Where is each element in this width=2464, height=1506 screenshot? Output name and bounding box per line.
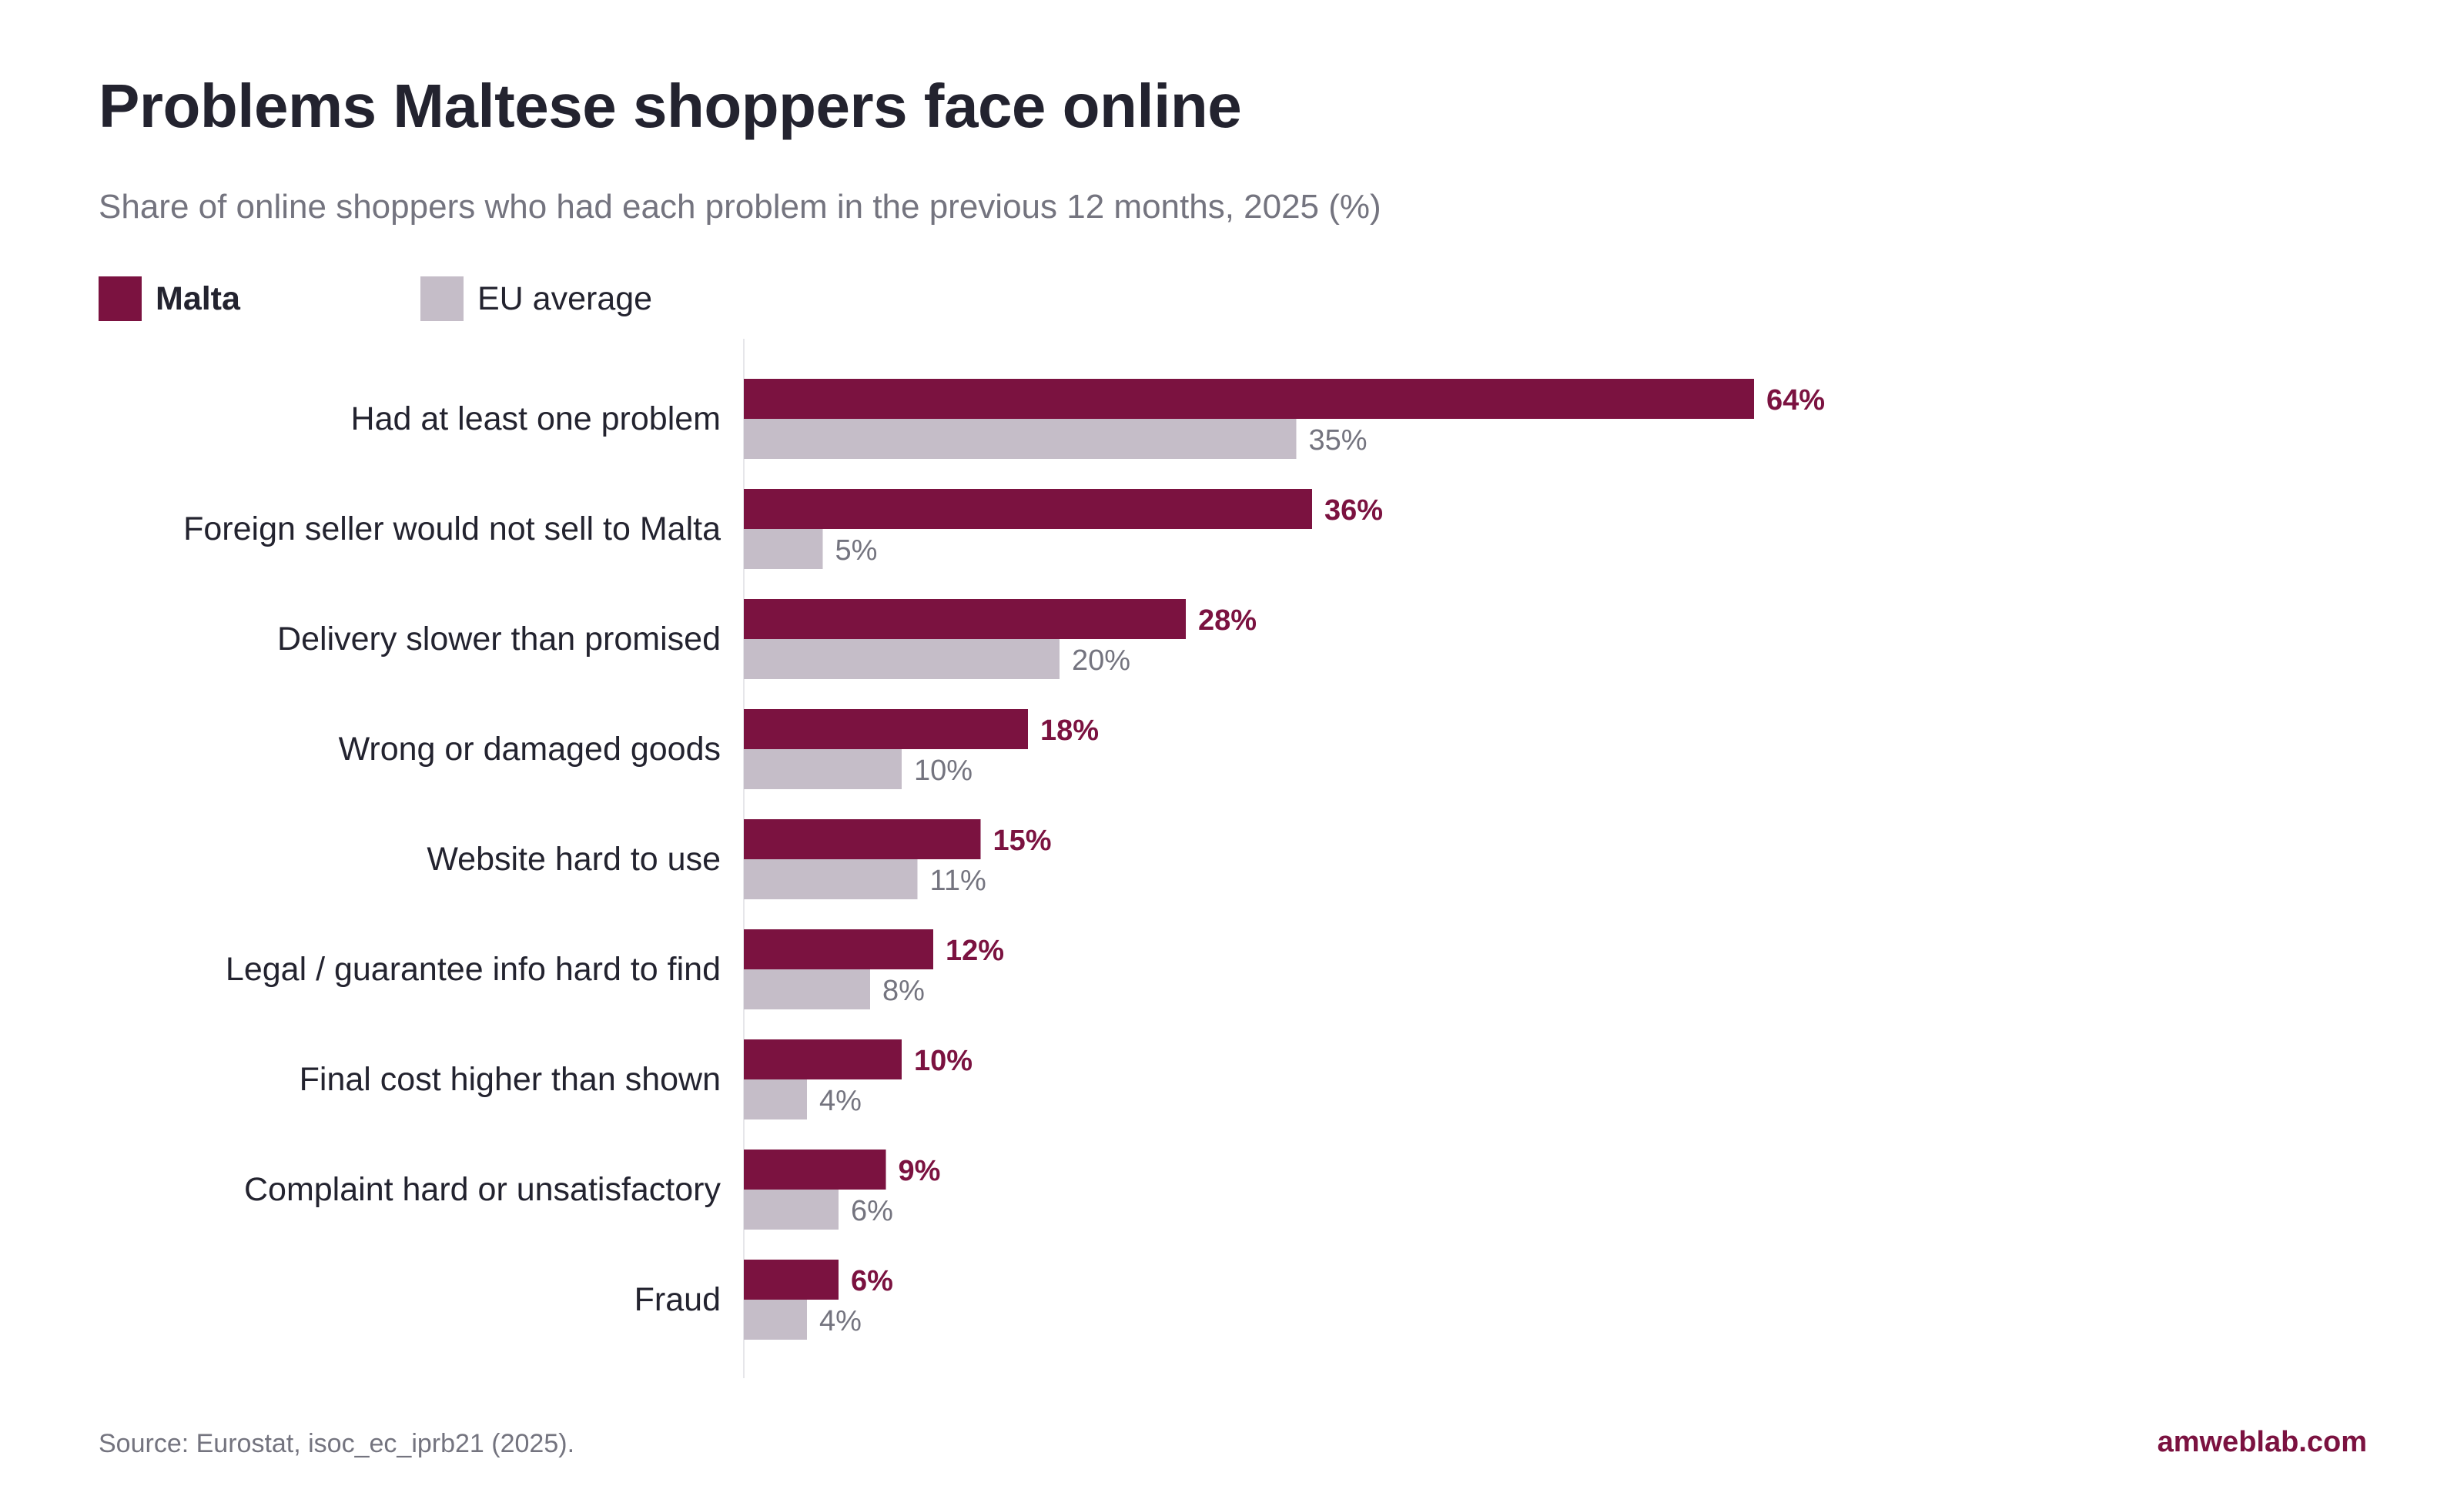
- data-label-eu: 11%: [930, 865, 986, 897]
- bar-malta: [744, 489, 1312, 529]
- legend-label-eu: EU average: [477, 279, 653, 317]
- data-label-malta: 28%: [1198, 604, 1257, 637]
- data-label-malta: 18%: [1040, 715, 1099, 747]
- bar-malta: [744, 709, 1028, 749]
- data-label-malta: 9%: [899, 1155, 941, 1187]
- category-label: Legal / guarantee info hard to find: [226, 951, 721, 988]
- category-label: Had at least one problem: [351, 400, 721, 437]
- brand-logo-text: amweblab.com: [2157, 1426, 2367, 1458]
- data-label-eu: 6%: [851, 1195, 893, 1227]
- bar-eu: [744, 529, 823, 569]
- bar-malta: [744, 1039, 902, 1079]
- category-label: Delivery slower than promised: [277, 621, 721, 658]
- bar-eu: [744, 859, 918, 899]
- category-label: Website hard to use: [427, 841, 721, 878]
- data-label-eu: 4%: [819, 1305, 862, 1337]
- bar-eu: [744, 969, 870, 1009]
- data-label-eu: 8%: [882, 975, 925, 1007]
- data-label-malta: 6%: [851, 1265, 893, 1297]
- bar-malta: [744, 1260, 839, 1300]
- bar-eu: [744, 419, 1297, 459]
- data-label-eu: 5%: [835, 534, 878, 567]
- legend-swatch-eu: [420, 276, 464, 321]
- chart-subtitle: Share of online shoppers who had each pr…: [99, 188, 1381, 226]
- bar-eu: [744, 1300, 807, 1340]
- legend-item-malta: Malta: [99, 276, 240, 322]
- source-note: Source: Eurostat, isoc_ec_iprb21 (2025).: [99, 1429, 575, 1458]
- bar-malta: [744, 1150, 886, 1190]
- data-label-eu: 20%: [1072, 644, 1130, 677]
- bar-malta: [744, 599, 1186, 639]
- legend-item-eu: EU average: [420, 276, 652, 322]
- category-label: Complaint hard or unsatisfactory: [244, 1171, 721, 1208]
- category-label: Wrong or damaged goods: [339, 731, 721, 768]
- data-label-malta: 12%: [946, 935, 1004, 967]
- data-label-eu: 10%: [914, 755, 973, 787]
- bar-malta: [744, 819, 981, 859]
- bar-eu: [744, 1190, 839, 1230]
- data-label-malta: 15%: [993, 825, 1052, 857]
- bar-eu: [744, 639, 1060, 679]
- data-label-malta: 64%: [1766, 384, 1825, 417]
- data-label-malta: 36%: [1324, 494, 1383, 527]
- bar-eu: [744, 749, 902, 789]
- data-label-eu: 35%: [1309, 424, 1368, 457]
- category-label: Fraud: [634, 1281, 721, 1318]
- bar-eu: [744, 1079, 807, 1119]
- chart-title: Problems Maltese shoppers face online: [99, 72, 1242, 140]
- legend-swatch-malta: [99, 276, 142, 321]
- category-label: Foreign seller would not sell to Malta: [183, 510, 721, 547]
- legend-label-malta: Malta: [156, 279, 240, 317]
- data-label-malta: 10%: [914, 1045, 973, 1077]
- bar-malta: [744, 929, 933, 969]
- bar-malta: [744, 379, 1754, 419]
- data-label-eu: 4%: [819, 1085, 862, 1117]
- category-label: Final cost higher than shown: [300, 1061, 721, 1098]
